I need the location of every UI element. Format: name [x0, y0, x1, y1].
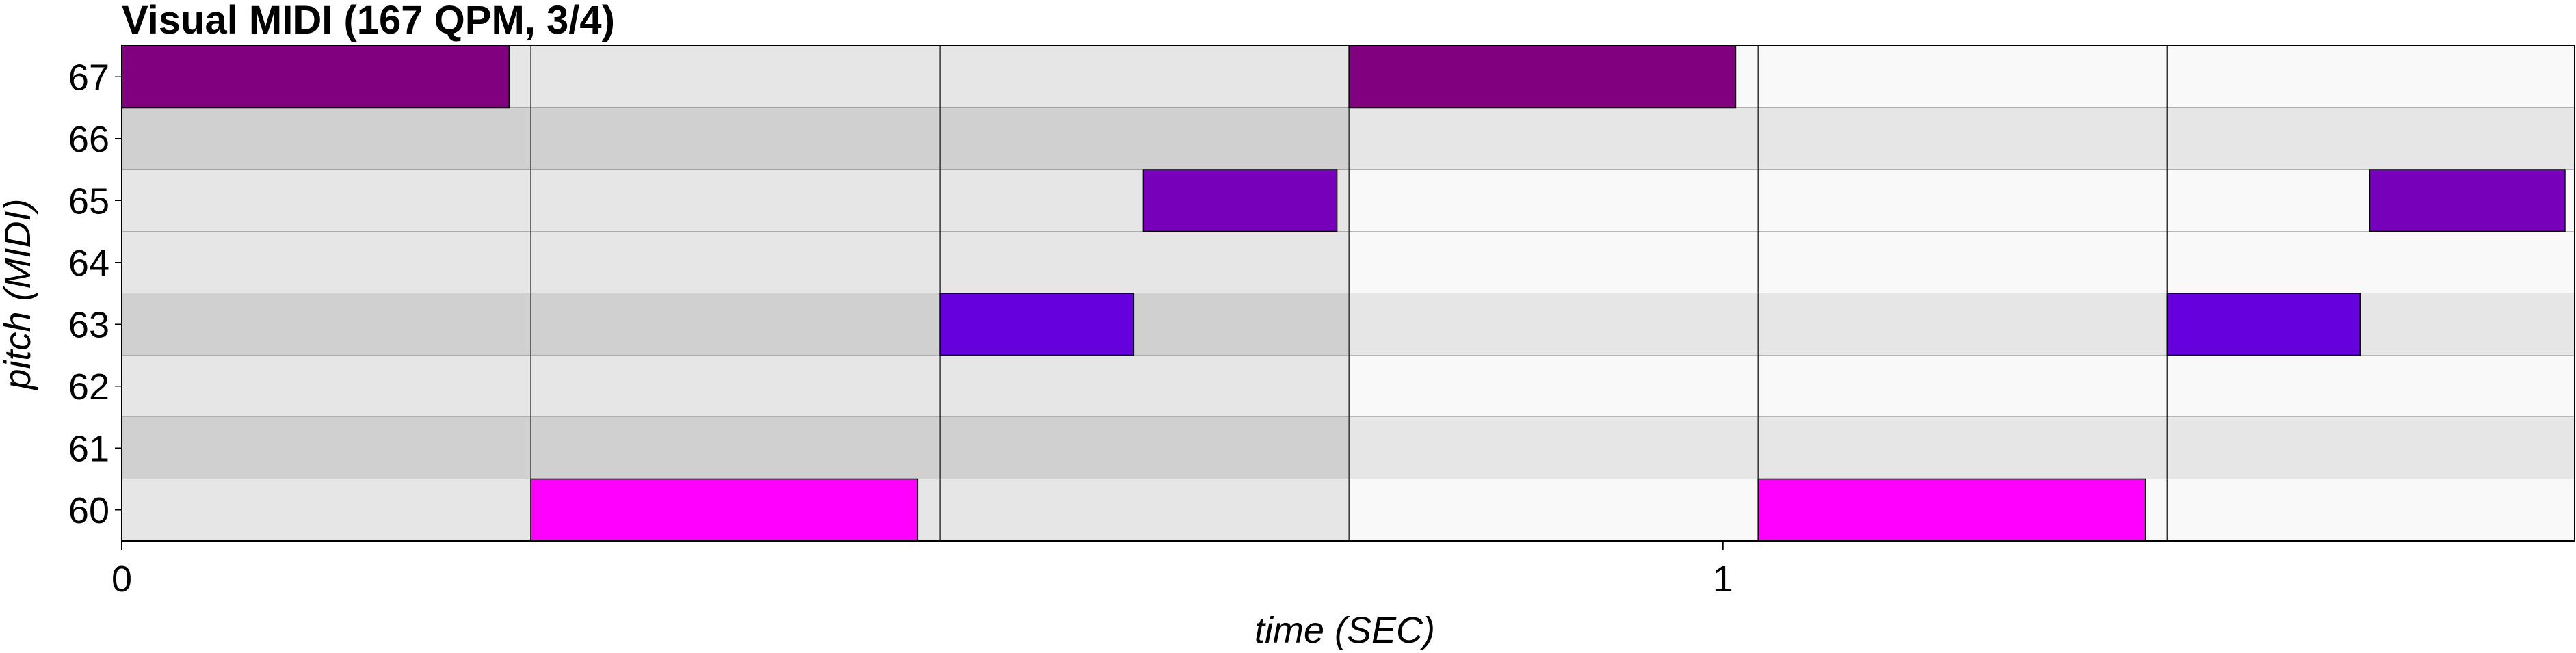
note-65 [2369, 169, 2566, 232]
row-cell [122, 293, 531, 356]
row-cell [1349, 293, 1759, 356]
row-cell [122, 170, 531, 232]
x-tick-label: 1 [1713, 559, 1733, 600]
row-cell [122, 107, 531, 170]
row-cell [1349, 170, 1759, 232]
row-cell [122, 355, 531, 417]
row-cell [1349, 417, 1759, 479]
row-cell [531, 46, 941, 108]
row-cell [1758, 417, 2168, 479]
row-cell [2167, 355, 2575, 417]
y-tick-labels: 67 66 65 64 63 62 61 60 [68, 57, 122, 531]
chart-title: Visual MIDI (167 QPM, 3/4) [122, 0, 615, 42]
row-cell [531, 355, 941, 417]
row-cell [1758, 355, 2168, 417]
row-cell [2167, 231, 2575, 293]
row-cell [1758, 293, 2168, 356]
row-cell [531, 107, 941, 170]
row-cell [531, 231, 941, 293]
y-axis-label: pitch (MIDI) [0, 198, 38, 390]
row-cell [1349, 107, 1759, 170]
y-tick-label: 63 [68, 304, 109, 345]
x-tick-label: 0 [111, 559, 132, 600]
plot-border [121, 45, 2575, 542]
note-67 [1348, 45, 1737, 109]
x-axis-label: time (SEC) [1254, 610, 1435, 651]
row-cell [2167, 417, 2575, 479]
row-cell [2167, 479, 2575, 541]
row-cell [1758, 231, 2168, 293]
notes-layer [121, 45, 2566, 542]
y-tick-label: 64 [68, 243, 109, 284]
row-cell [940, 231, 1350, 293]
plot-frame [121, 45, 2575, 542]
row-cell [122, 417, 531, 479]
y-tick-label: 62 [68, 367, 109, 408]
row-cell [940, 355, 1350, 417]
row-cell [1758, 107, 2168, 170]
y-tick-label: 61 [68, 428, 109, 469]
row-cell [2167, 107, 2575, 170]
note-60 [1757, 478, 2146, 542]
row-cell [1758, 170, 2168, 232]
note-60 [530, 478, 919, 542]
note-67 [121, 45, 510, 109]
row-cell [1349, 479, 1759, 541]
row-cell [531, 170, 941, 232]
note-65 [1142, 169, 1338, 232]
y-tick-label: 67 [68, 57, 109, 98]
row-cell [1349, 355, 1759, 417]
row-cell [122, 231, 531, 293]
row-cell [2167, 46, 2575, 108]
row-cell [1349, 231, 1759, 293]
y-tick-label: 60 [68, 490, 109, 531]
row-cell [940, 417, 1350, 479]
row-cell [1758, 46, 2168, 108]
note-63 [2166, 293, 2361, 356]
row-cell [531, 293, 941, 356]
row-cell [122, 479, 531, 541]
note-63 [939, 293, 1135, 356]
row-cell [940, 107, 1350, 170]
row-cell [940, 46, 1350, 108]
y-tick-label: 65 [68, 181, 109, 222]
row-cell [531, 417, 941, 479]
y-tick-label: 66 [68, 119, 109, 160]
row-cell [940, 479, 1350, 541]
